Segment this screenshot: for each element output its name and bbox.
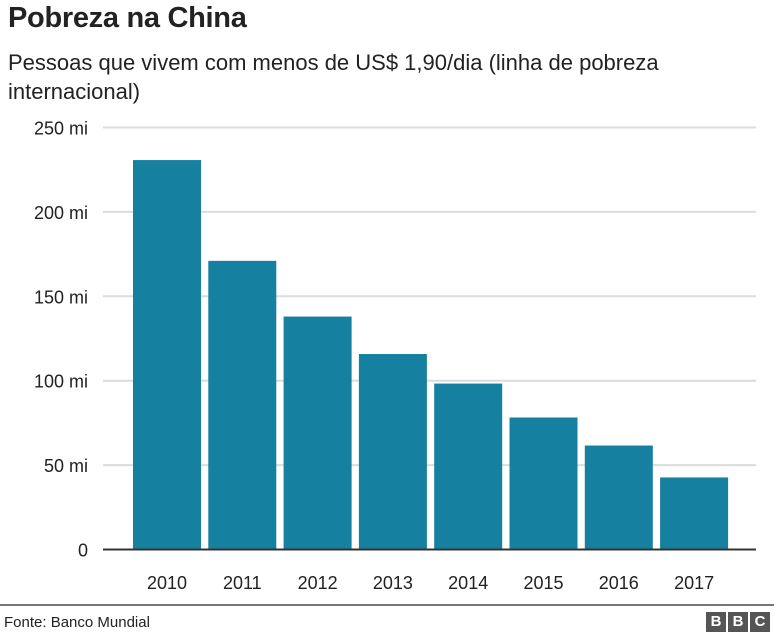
- x-tick-label: 2017: [674, 573, 714, 593]
- bbc-logo-letter: B: [706, 612, 726, 632]
- bar-2011: [208, 260, 277, 550]
- bar-2012: [283, 316, 352, 550]
- x-tick-label: 2016: [599, 573, 639, 593]
- y-tick-label: 200 mi: [34, 203, 88, 223]
- bar-2015: [509, 417, 578, 550]
- x-tick-label: 2012: [298, 573, 338, 593]
- x-tick-label: 2015: [523, 573, 563, 593]
- x-tick-label: 2010: [147, 573, 187, 593]
- footer-divider: [0, 604, 774, 606]
- x-tick-label: 2011: [223, 573, 262, 593]
- y-tick-label: 100 mi: [34, 372, 88, 392]
- y-tick-label: 250 mi: [34, 119, 88, 139]
- bbc-logo-letter: B: [728, 612, 748, 632]
- bbc-logo-letter: C: [750, 612, 770, 632]
- x-tick-label: 2014: [448, 573, 488, 593]
- y-tick-label: 0: [78, 541, 88, 561]
- bar-2017: [660, 477, 729, 550]
- bar-chart: 0 50 mi 100 mi 150 mi 200 mi 250 mi 2010 2011 20…: [34, 119, 756, 593]
- source-note: Fonte: Banco Mundial: [4, 614, 150, 631]
- bar-2010: [133, 160, 201, 550]
- bbc-logo: B B C: [706, 612, 770, 632]
- y-tick-label: 50 mi: [44, 456, 88, 476]
- chart-title: Pobreza na China: [8, 2, 247, 34]
- bar-2016: [584, 445, 653, 550]
- bar-2013: [358, 354, 427, 550]
- x-tick-label: 2013: [373, 573, 413, 593]
- y-tick-label: 150 mi: [34, 287, 88, 307]
- bar-2014: [434, 383, 503, 550]
- chart-subtitle: Pessoas que vivem com menos de US$ 1,90/…: [8, 50, 659, 104]
